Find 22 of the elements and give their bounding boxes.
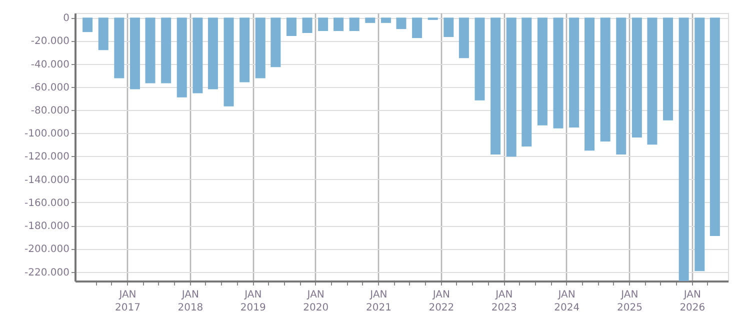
y-tick-label: 0 [63, 13, 70, 24]
x-tick-label: JAN 2025 [616, 290, 642, 313]
y-tick-label: -100.000 [24, 128, 70, 140]
x-tick-label: JAN 2018 [178, 290, 204, 313]
y-tick-label: -140.000 [24, 174, 70, 186]
y-tick-label: -180.000 [24, 221, 70, 232]
x-tick-label: JAN 2022 [428, 290, 454, 313]
y-tick-label: -60.000 [30, 82, 70, 94]
y-tick-label: -20.000 [30, 36, 70, 48]
y-tick-label: -120.000 [24, 152, 70, 163]
x-tick-label: JAN 2021 [366, 290, 392, 313]
x-tick-label: JAN 2023 [491, 290, 517, 313]
x-tick-label: JAN 2026 [680, 290, 706, 313]
y-tick-label: -220.000 [24, 267, 70, 278]
x-tick-label: JAN 2019 [240, 290, 266, 313]
x-tick-label: JAN 2024 [554, 290, 580, 313]
x-tick-label: JAN 2020 [303, 290, 329, 313]
y-tick-label: -160.000 [24, 198, 70, 209]
y-tick-label: -80.000 [30, 106, 70, 117]
y-tick-label: -40.000 [30, 59, 70, 70]
x-tick-label: JAN 2017 [115, 290, 140, 313]
y-tick-label: -200.000 [24, 244, 70, 256]
